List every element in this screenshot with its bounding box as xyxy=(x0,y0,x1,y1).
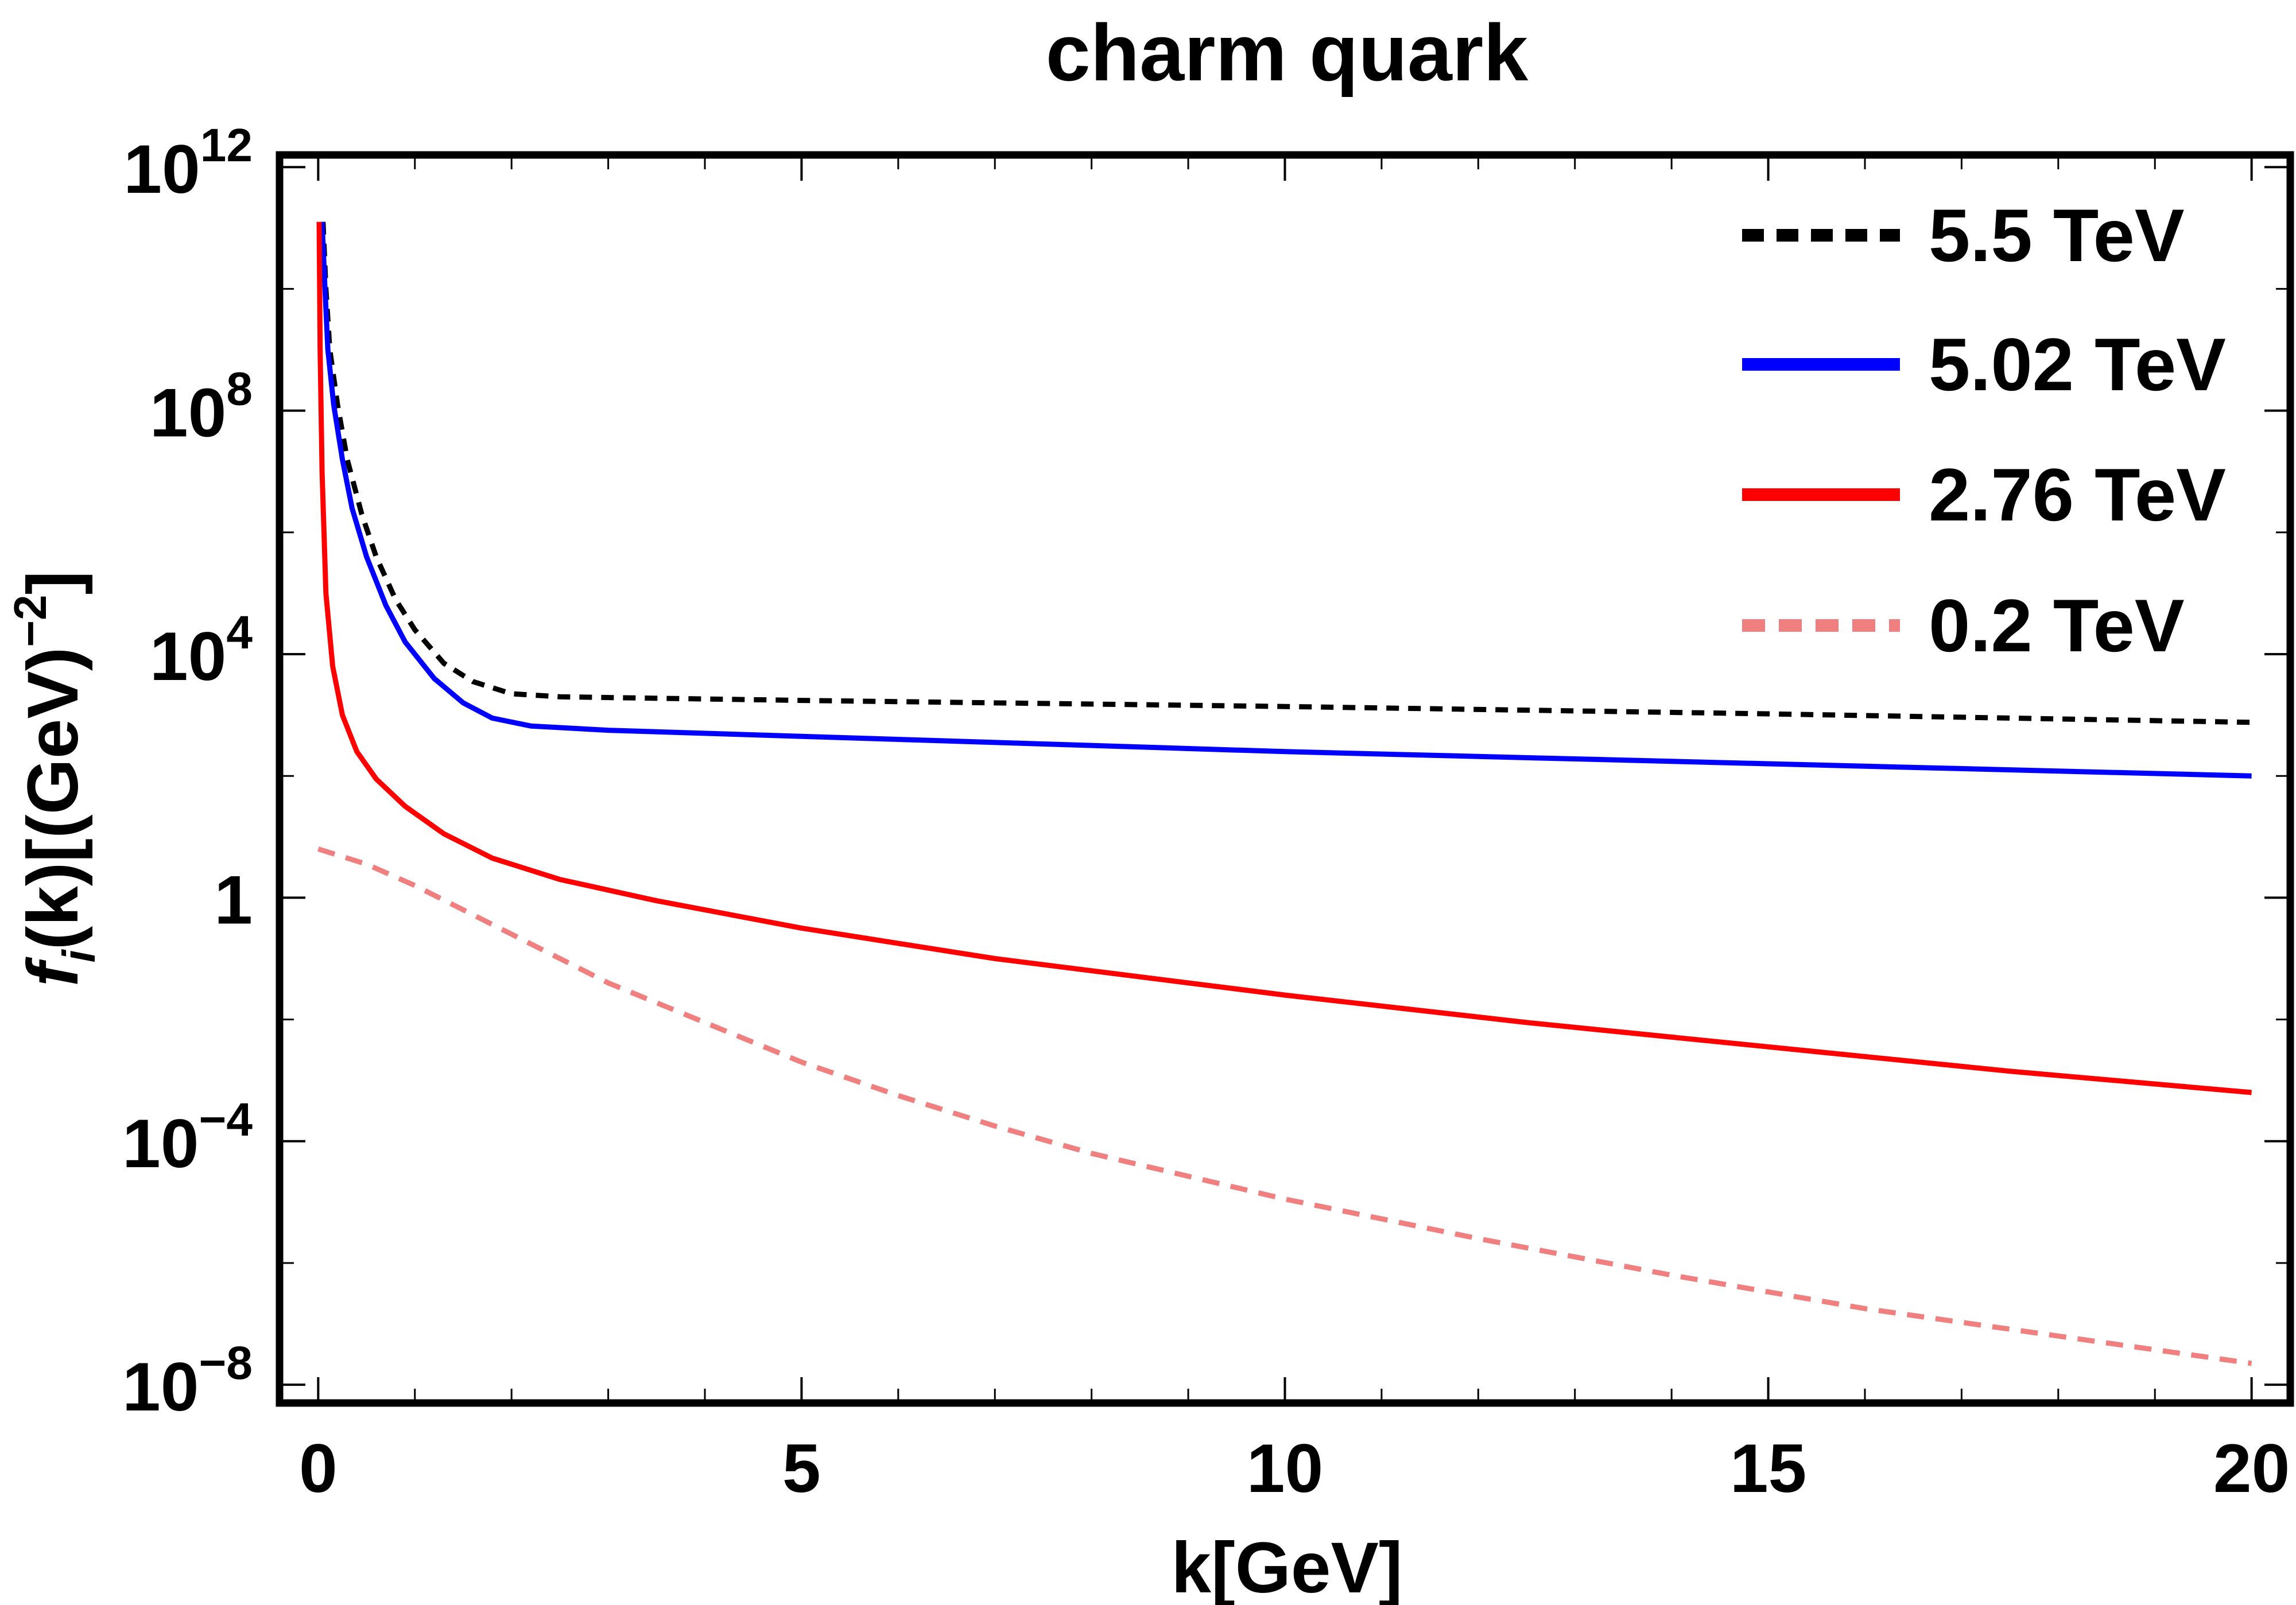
x-tick-label: 20 xyxy=(2213,1430,2290,1507)
y-tick-base: 10 xyxy=(150,375,226,452)
y-tick-base: 10 xyxy=(150,618,226,695)
y-tick-base: 10 xyxy=(123,131,200,208)
y-tick-exponent: 8 xyxy=(226,363,253,415)
series-line-3 xyxy=(317,846,2252,1366)
legend-label: 5.5 TeV xyxy=(1929,193,2185,277)
y-tick-base: 10 xyxy=(122,1348,199,1425)
y-tick-label: 108 xyxy=(150,363,253,452)
series-line-1 xyxy=(319,221,2252,779)
series-line-0 xyxy=(320,221,2252,725)
plot-frame xyxy=(276,151,2294,1407)
y-label-main: (k)[(GeV) xyxy=(13,647,93,950)
y-axis-label: fi(k)[(GeV)−2] xyxy=(5,571,104,987)
y-tick-exponent: 12 xyxy=(200,119,253,172)
plot-series xyxy=(316,221,2252,1366)
y-tick-label: 10−4 xyxy=(122,1094,253,1182)
y-tick-exponent: 4 xyxy=(226,607,253,659)
series-line-2 xyxy=(316,221,2252,1095)
chart-title: charm quark xyxy=(1046,7,1528,98)
x-tick-label: 15 xyxy=(1730,1430,1806,1507)
y-tick-base: 1 xyxy=(214,861,253,938)
y-tick-label: 1012 xyxy=(123,119,253,208)
x-tick-label: 10 xyxy=(1247,1430,1323,1507)
y-tick-label: 104 xyxy=(150,607,253,695)
x-tick-label: 5 xyxy=(782,1430,821,1507)
y-tick-label: 10−8 xyxy=(122,1337,253,1425)
y-tick-exponent: −8 xyxy=(199,1337,253,1389)
x-tick-label: 0 xyxy=(299,1430,338,1507)
legend-label: 5.02 TeV xyxy=(1929,322,2226,406)
legend-label: 0.2 TeV xyxy=(1929,584,2185,667)
y-label-sup: −2 xyxy=(5,594,56,647)
y-tick-exponent: −4 xyxy=(199,1094,253,1146)
legend: 5.5 TeV 5.02 TeV 2.76 TeV 0.2 TeV xyxy=(1742,193,2226,667)
y-tick-base: 10 xyxy=(122,1105,199,1182)
x-axis-label: k[GeV] xyxy=(1172,1528,1403,1605)
y-label-close: ] xyxy=(13,571,93,595)
legend-label: 2.76 TeV xyxy=(1929,453,2226,537)
y-label-sub: i xyxy=(53,949,104,963)
y-tick-label: 1 xyxy=(214,861,253,938)
